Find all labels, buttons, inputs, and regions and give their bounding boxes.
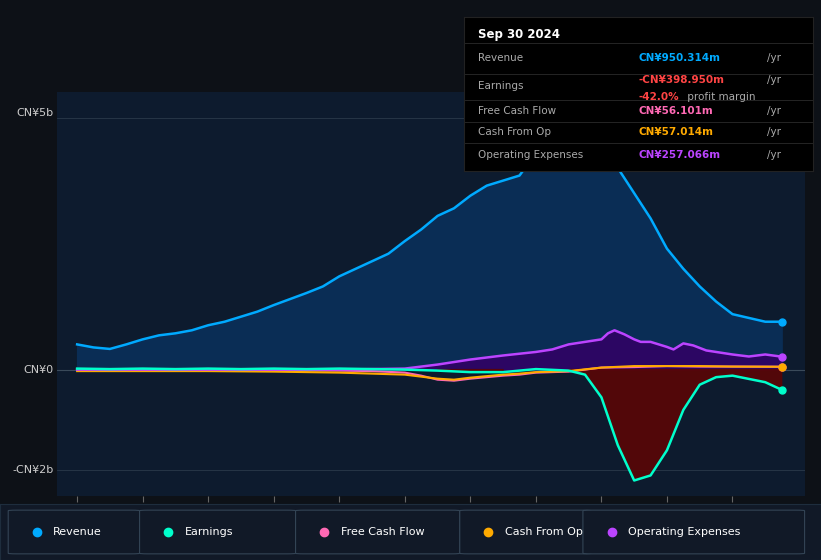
Text: /yr: /yr — [768, 75, 782, 85]
FancyBboxPatch shape — [583, 510, 805, 554]
Text: CN¥0: CN¥0 — [24, 365, 53, 375]
Text: CN¥57.014m: CN¥57.014m — [639, 127, 713, 137]
FancyBboxPatch shape — [140, 510, 296, 554]
Text: /yr: /yr — [768, 106, 782, 116]
Text: /yr: /yr — [768, 151, 782, 160]
Text: Cash From Op: Cash From Op — [505, 527, 583, 537]
FancyBboxPatch shape — [296, 510, 460, 554]
Text: Operating Expenses: Operating Expenses — [628, 527, 741, 537]
Text: Revenue: Revenue — [53, 527, 102, 537]
FancyBboxPatch shape — [460, 510, 591, 554]
Text: profit margin: profit margin — [684, 92, 755, 102]
Text: Cash From Op: Cash From Op — [478, 127, 551, 137]
FancyBboxPatch shape — [8, 510, 140, 554]
Text: CN¥5b: CN¥5b — [16, 108, 53, 118]
Text: Revenue: Revenue — [478, 53, 523, 63]
Text: Earnings: Earnings — [478, 81, 523, 91]
Text: -42.0%: -42.0% — [639, 92, 679, 102]
Text: /yr: /yr — [768, 127, 782, 137]
Text: Free Cash Flow: Free Cash Flow — [341, 527, 424, 537]
Text: CN¥56.101m: CN¥56.101m — [639, 106, 713, 116]
Text: CN¥257.066m: CN¥257.066m — [639, 151, 721, 160]
Text: Free Cash Flow: Free Cash Flow — [478, 106, 556, 116]
Text: Operating Expenses: Operating Expenses — [478, 151, 583, 160]
Text: /yr: /yr — [768, 53, 782, 63]
Text: CN¥950.314m: CN¥950.314m — [639, 53, 720, 63]
Text: -CN¥2b: -CN¥2b — [12, 465, 53, 475]
Text: -CN¥398.950m: -CN¥398.950m — [639, 75, 724, 85]
Text: Sep 30 2024: Sep 30 2024 — [478, 27, 560, 40]
Text: Earnings: Earnings — [185, 527, 233, 537]
